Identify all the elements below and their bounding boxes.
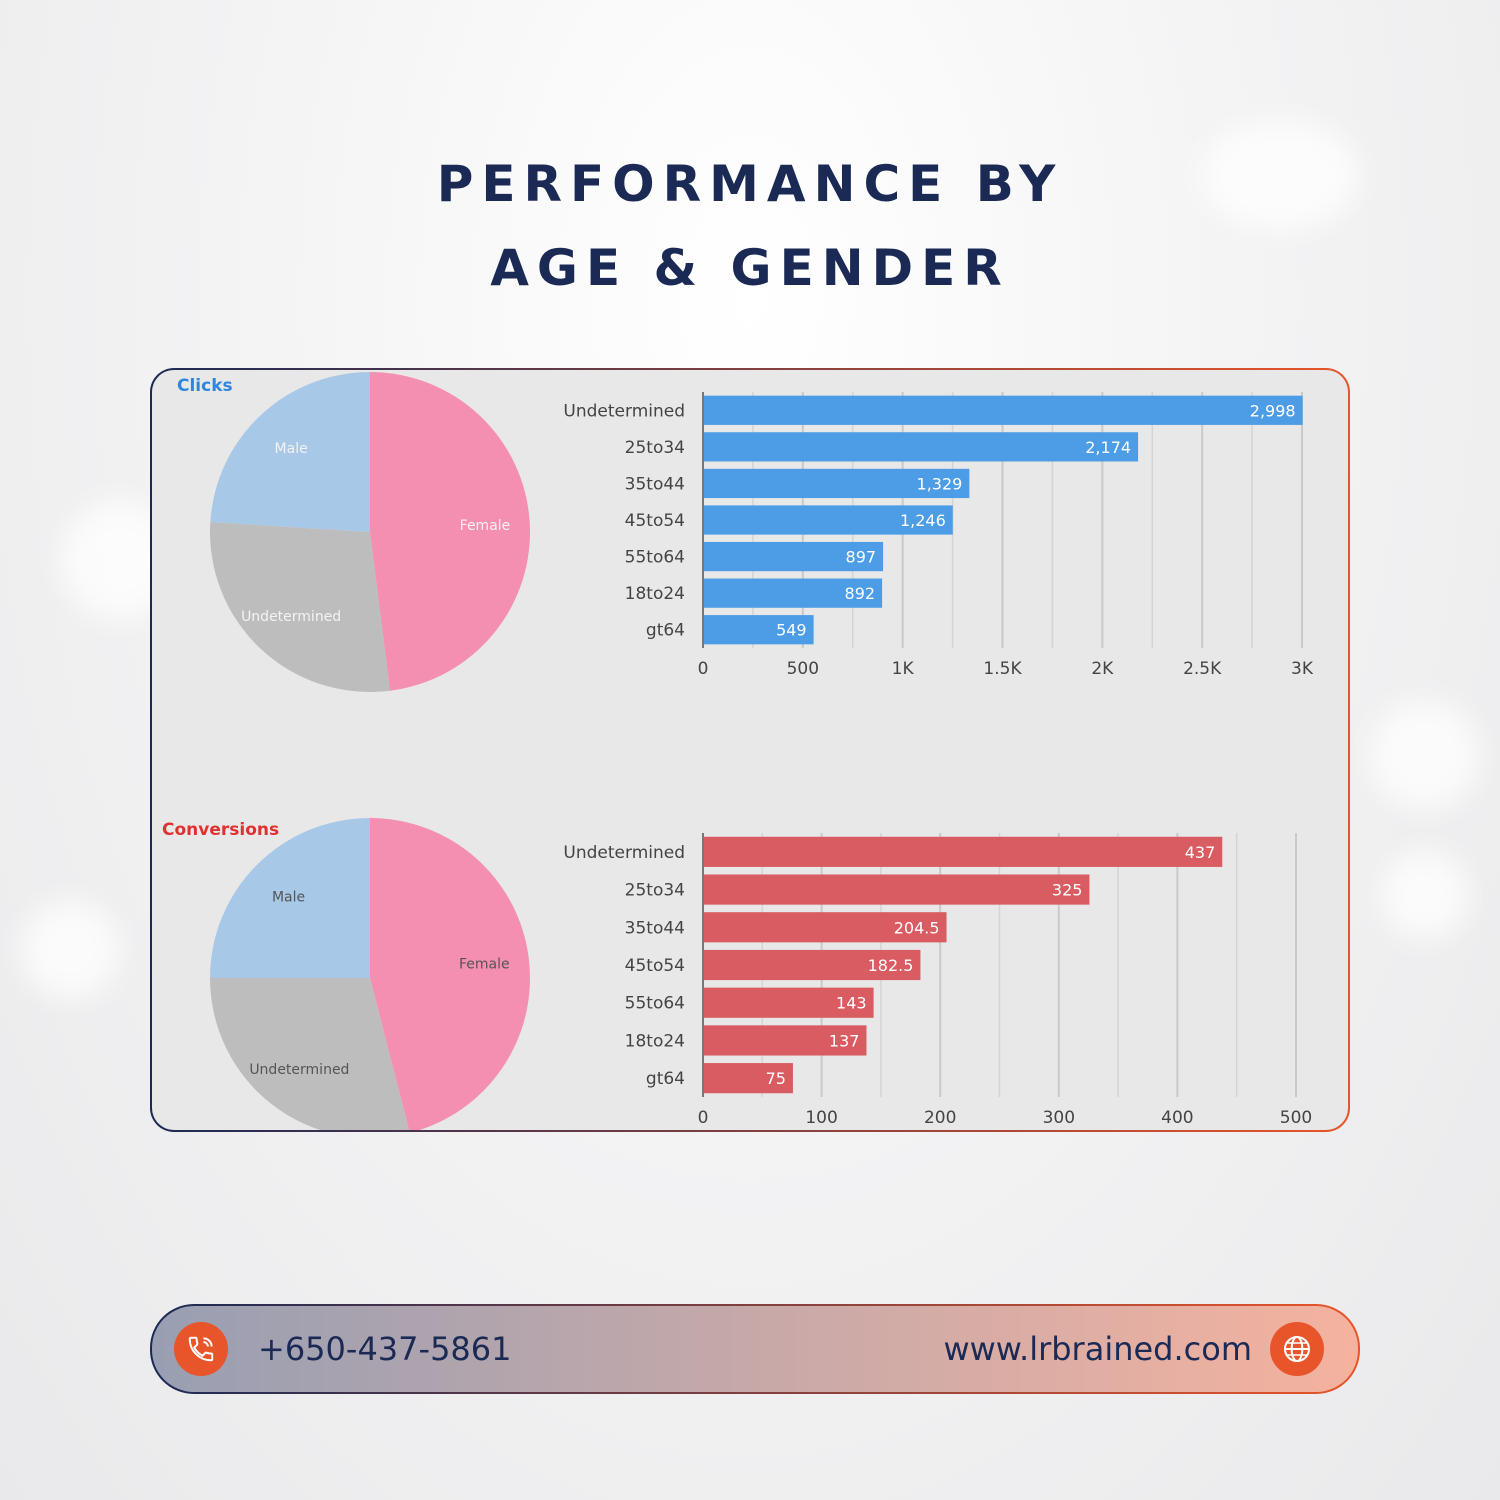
bar xyxy=(704,432,1139,462)
pie-slice-undetermined xyxy=(210,978,410,1130)
category-label: 18to24 xyxy=(625,584,685,604)
pie-slice-male xyxy=(210,372,370,532)
bar xyxy=(704,874,1090,905)
bar-value-label: 1,246 xyxy=(900,511,946,530)
pie-slice-female xyxy=(370,372,530,691)
pie-slice-label: Undetermined xyxy=(249,1062,349,1078)
category-label: 25to34 xyxy=(625,881,685,901)
pie-slice-male xyxy=(210,818,370,978)
title-line-2: AGE & GENDER xyxy=(490,239,1010,297)
chart-panel: Clicks Female Undetermined Male 0 500 1K 1.5K 2K… xyxy=(150,368,1350,1132)
background-bokeh xyxy=(1380,850,1470,940)
bar xyxy=(704,1063,793,1094)
page-title: PERFORMANCE BY AGE & GENDER xyxy=(0,142,1500,310)
globe-icon-glyph xyxy=(1284,1336,1310,1362)
background-bokeh xyxy=(1200,120,1360,230)
bar-value-label: 549 xyxy=(776,621,807,640)
phone-icon[interactable] xyxy=(174,1322,228,1376)
bar-value-label: 325 xyxy=(1052,881,1083,900)
category-label: 25to34 xyxy=(625,438,685,458)
bar xyxy=(704,836,1223,867)
bar xyxy=(704,578,883,608)
title-line-1: PERFORMANCE BY xyxy=(436,155,1064,213)
bar xyxy=(704,468,970,499)
x-tick-label: 0 xyxy=(698,1108,709,1128)
bar xyxy=(704,395,1303,425)
category-label: 55to64 xyxy=(625,994,685,1014)
x-tick-label: 0 xyxy=(698,659,709,679)
bar-value-label: 2,998 xyxy=(1250,401,1296,420)
category-label: Undetermined xyxy=(563,843,685,863)
background-bokeh xyxy=(1370,700,1480,810)
x-tick-label: 2.5K xyxy=(1183,659,1222,679)
pie-title: Conversions xyxy=(162,820,279,840)
pie-title: Clicks xyxy=(177,376,233,396)
bar xyxy=(704,987,874,1018)
x-tick-label: 100 xyxy=(805,1108,837,1128)
bar-value-label: 137 xyxy=(829,1031,860,1050)
category-label: gt64 xyxy=(646,1069,685,1089)
pie-slice-label: Male xyxy=(275,441,308,457)
bar xyxy=(704,912,947,943)
category-label: 35to44 xyxy=(625,918,685,938)
x-tick-label: 300 xyxy=(1043,1108,1075,1128)
pie-slice-label: Female xyxy=(459,957,510,973)
contact-bar: +650-437-5861 www.lrbrained.com xyxy=(150,1304,1360,1394)
globe-icon[interactable] xyxy=(1270,1322,1324,1376)
x-tick-label: 2K xyxy=(1091,659,1114,679)
pie-slice-female xyxy=(370,818,530,1130)
bar xyxy=(704,615,814,645)
x-tick-label: 200 xyxy=(924,1108,956,1128)
bar xyxy=(704,949,921,981)
phone-number[interactable]: +650-437-5861 xyxy=(258,1330,512,1368)
bar xyxy=(704,541,884,572)
phone-icon-glyph xyxy=(188,1336,214,1362)
category-label: 55to64 xyxy=(625,548,685,568)
x-tick-label: 1K xyxy=(892,659,915,679)
x-tick-label: 500 xyxy=(787,659,819,679)
bar xyxy=(704,505,953,535)
charts-canvas: Clicks Female Undetermined Male 0 500 1K 1.5K 2K… xyxy=(162,372,1314,1130)
pie-slice-label: Male xyxy=(272,890,305,906)
category-label: 45to54 xyxy=(625,956,685,976)
x-tick-label: 1.5K xyxy=(983,659,1022,679)
x-tick-label: 3K xyxy=(1291,659,1314,679)
category-label: 18to24 xyxy=(625,1031,685,1051)
background-bokeh xyxy=(20,900,120,1000)
x-tick-label: 500 xyxy=(1280,1108,1312,1128)
pie-slice-label: Female xyxy=(460,518,511,534)
bar-value-label: 1,329 xyxy=(917,474,963,493)
pie-slice-undetermined xyxy=(209,521,391,692)
bar-value-label: 2,174 xyxy=(1085,438,1131,457)
bar-value-label: 75 xyxy=(766,1069,786,1088)
category-label: gt64 xyxy=(646,621,685,641)
bar-value-label: 437 xyxy=(1185,843,1216,862)
category-label: 45to54 xyxy=(625,511,685,531)
pie-slice-label: Undetermined xyxy=(241,609,341,625)
bar xyxy=(704,1025,867,1056)
website-link[interactable]: www.lrbrained.com xyxy=(943,1330,1252,1368)
x-tick-label: 400 xyxy=(1161,1108,1193,1128)
bar-value-label: 897 xyxy=(846,548,877,567)
category-label: Undetermined xyxy=(563,401,685,421)
bar-value-label: 204.5 xyxy=(894,918,940,937)
bar-value-label: 182.5 xyxy=(868,956,914,975)
bar-value-label: 143 xyxy=(836,994,867,1013)
bar-value-label: 892 xyxy=(845,584,876,603)
category-label: 35to44 xyxy=(625,474,685,494)
